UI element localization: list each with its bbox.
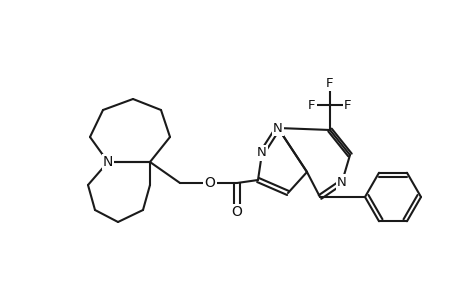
Text: F: F: [343, 98, 351, 112]
Text: F: F: [308, 98, 315, 112]
Text: N: N: [336, 176, 346, 188]
Text: N: N: [273, 122, 282, 134]
Text: F: F: [325, 76, 333, 89]
Text: O: O: [231, 205, 242, 219]
Text: N: N: [103, 155, 113, 169]
Text: N: N: [257, 146, 266, 160]
Text: O: O: [204, 176, 215, 190]
